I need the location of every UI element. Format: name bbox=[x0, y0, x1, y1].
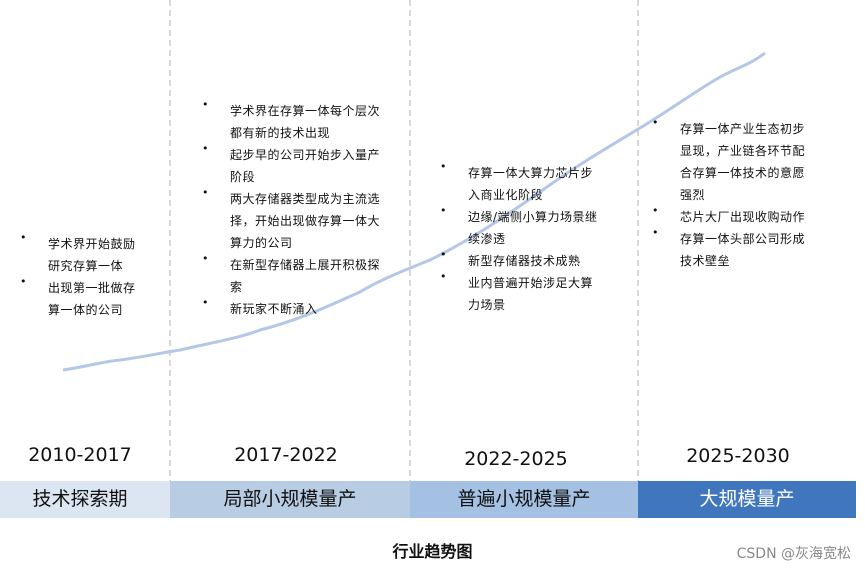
watermark: CSDN @灰海宽松 bbox=[736, 546, 851, 562]
stage-bg bbox=[170, 481, 410, 518]
caption: 行业趋势图 bbox=[392, 542, 473, 561]
bullet: 芯片大厂出现收购动作 bbox=[652, 200, 810, 228]
bullet: 在新型存储器上展开积极探索 bbox=[202, 248, 384, 298]
stage-bg bbox=[638, 481, 856, 518]
period: 2022-2025 bbox=[464, 448, 568, 470]
bullet: 新型存储器技术成熟 bbox=[440, 244, 598, 272]
stage-bg bbox=[0, 481, 170, 518]
period: 2010-2017 bbox=[28, 444, 132, 466]
bullet-list: 学术界在存算一体每个层次都有新的技术出现起步早的公司开始步入量产阶段两大存储器类… bbox=[202, 94, 384, 320]
bullet: 存算一体大算力芯片步入商业化阶段 bbox=[440, 156, 598, 206]
bullet-list: 学术界开始鼓励研究存算一体出现第一批做存算一体的公司 bbox=[20, 227, 140, 321]
bullet: 存算一体产业生态初步显现，产业链各环节配合存算一体技术的意愿强烈 bbox=[652, 112, 810, 206]
bullet: 学术界在存算一体每个层次都有新的技术出现 bbox=[202, 94, 384, 144]
bullet: 存算一体头部公司形成技术壁垒 bbox=[652, 222, 810, 272]
bullet-list: 存算一体大算力芯片步入商业化阶段边缘/端侧小算力场景继续渗透新型存储器技术成熟业… bbox=[440, 156, 598, 316]
bullet: 学术界开始鼓励研究存算一体 bbox=[20, 227, 140, 277]
bullet: 新玩家不断涌入 bbox=[202, 292, 384, 320]
bullet: 两大存储器类型成为主流选择，开始出现做存算一体大算力的公司 bbox=[202, 182, 384, 254]
stage: 技术探索期 bbox=[32, 488, 128, 510]
stage-bg bbox=[410, 481, 638, 518]
period: 2017-2022 bbox=[234, 444, 338, 466]
bullet: 边缘/端侧小算力场景继续渗透 bbox=[440, 200, 598, 250]
bullet: 业内普遍开始涉足大算力场景 bbox=[440, 266, 598, 316]
stage: 局部小规模量产 bbox=[223, 488, 357, 510]
stage: 大规模量产 bbox=[699, 488, 795, 510]
bullet: 出现第一批做存算一体的公司 bbox=[20, 271, 140, 321]
period: 2025-2030 bbox=[686, 445, 790, 467]
bullet: 起步早的公司开始步入量产阶段 bbox=[202, 138, 384, 188]
trend-line bbox=[62, 51, 766, 372]
stage: 普遍小规模量产 bbox=[457, 488, 591, 510]
bullet-list: 存算一体产业生态初步显现，产业链各环节配合存算一体技术的意愿强烈芯片大厂出现收购… bbox=[652, 112, 810, 272]
